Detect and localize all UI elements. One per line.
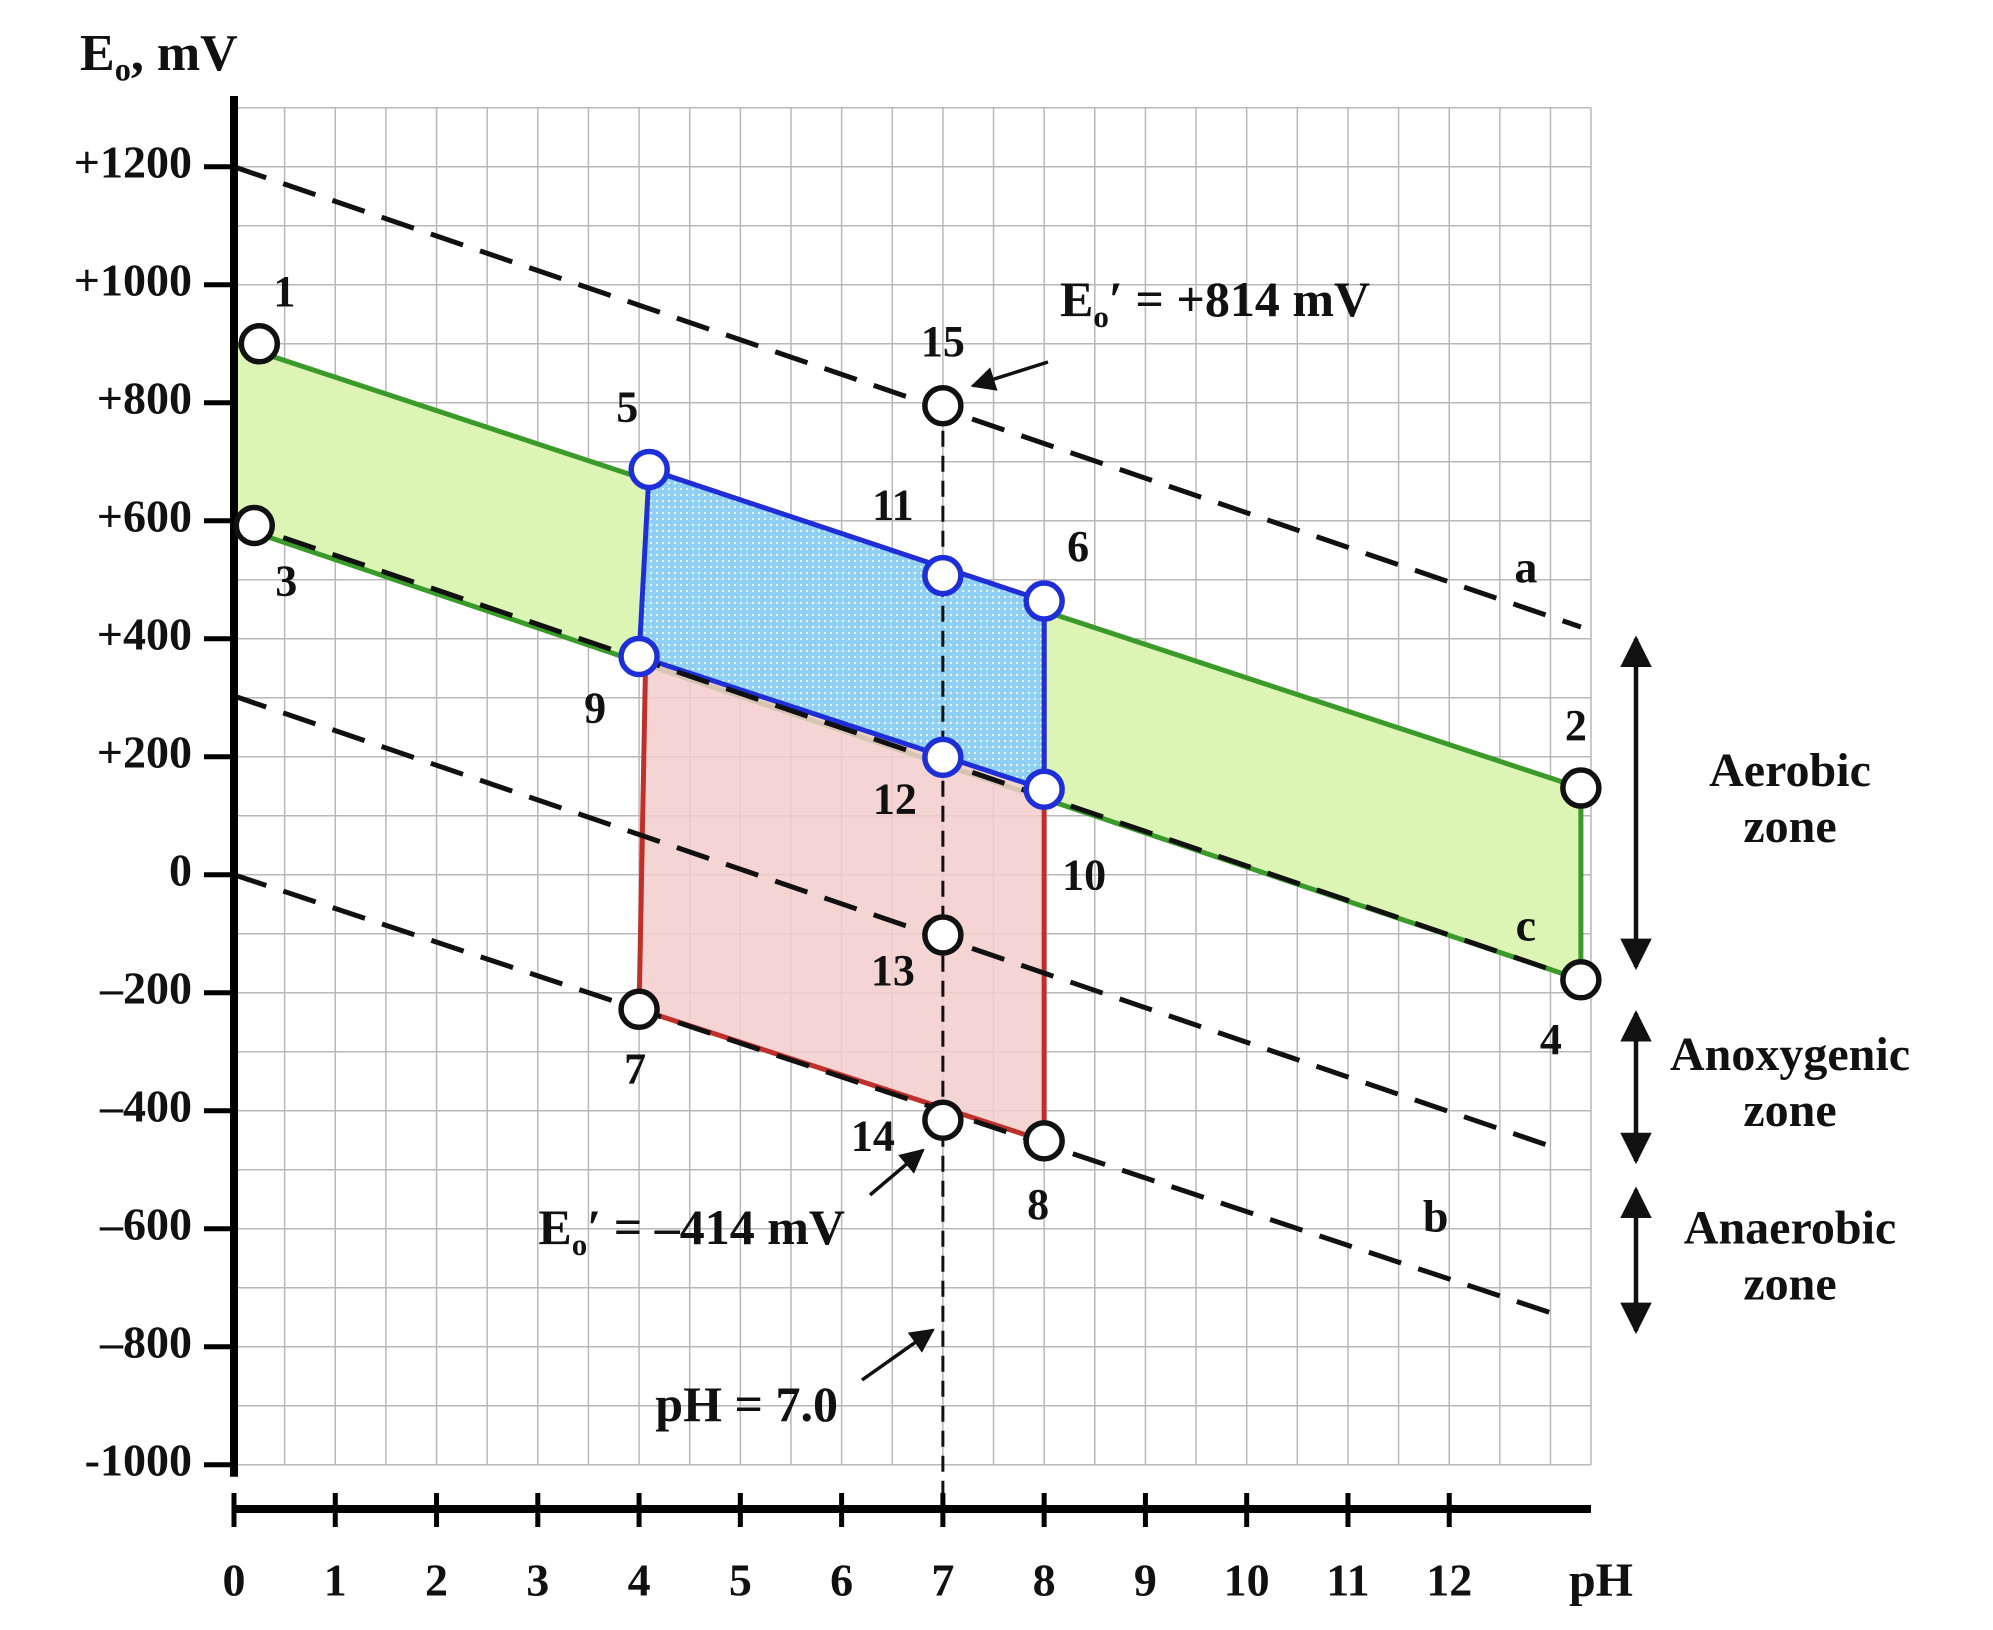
- zone-label: Anoxygenic: [1670, 1028, 1910, 1081]
- x-axis-title: pH: [1569, 1554, 1633, 1607]
- dashed-line: [233, 164, 1582, 630]
- line-label: a: [1514, 542, 1537, 593]
- line-label: b: [1423, 1191, 1449, 1242]
- annotation-arrow: [868, 1148, 925, 1197]
- x-tick-label: 1: [324, 1555, 347, 1606]
- zone-label: zone: [1743, 1084, 1836, 1137]
- point-label: 7: [624, 1044, 646, 1093]
- label-text: Eo′ = +814 mV: [1060, 271, 1370, 334]
- point: [233, 504, 276, 547]
- x-tick-label: 6: [830, 1555, 853, 1606]
- text-part: E: [1060, 271, 1093, 327]
- x-tick-label: 9: [1134, 1555, 1157, 1606]
- x-tick-label: 12: [1426, 1555, 1472, 1606]
- zone-label: zone: [1743, 1257, 1836, 1310]
- y-tick-label: +400: [97, 608, 192, 659]
- point: [1023, 1120, 1065, 1162]
- zone-label: Aerobic: [1709, 744, 1871, 797]
- y-tick-label: +200: [97, 726, 192, 777]
- point-label: 10: [1062, 850, 1106, 899]
- point-label: 13: [871, 946, 915, 995]
- y-tick-label: +600: [97, 490, 192, 541]
- y-tick-label: +800: [97, 372, 192, 423]
- text-subscript: o: [115, 52, 131, 88]
- zone-label: Anaerobic: [1684, 1201, 1896, 1254]
- point: [618, 635, 660, 678]
- x-tick-label: 0: [223, 1555, 246, 1606]
- point-label: 8: [1027, 1180, 1049, 1229]
- point-label: 14: [851, 1111, 895, 1160]
- y-tick-label: +1200: [74, 136, 192, 187]
- text-part: ′ = +814 mV: [1109, 271, 1370, 327]
- text-part: , mV: [131, 25, 238, 82]
- point-label: 4: [1540, 1015, 1562, 1064]
- label-text: Eo, mV: [80, 25, 238, 88]
- y-tick-label: –600: [99, 1198, 192, 1249]
- text-subscript: o: [1093, 299, 1109, 334]
- y-tick-label: –400: [99, 1080, 192, 1131]
- y-tick-label: –200: [99, 962, 192, 1013]
- point-label: 2: [1565, 701, 1587, 750]
- zone-label: zone: [1743, 800, 1836, 853]
- x-tick-label: 7: [931, 1555, 954, 1606]
- text-subscript: o: [572, 1227, 588, 1262]
- label-text: Eo′ = –414 mV: [538, 1199, 845, 1262]
- x-tick-label: 11: [1326, 1555, 1369, 1606]
- text-part: pH = 7.0: [655, 1376, 838, 1432]
- point-label: 3: [275, 557, 297, 606]
- point: [922, 736, 964, 779]
- x-tick-label: 8: [1033, 1555, 1056, 1606]
- point: [1023, 768, 1065, 810]
- point: [922, 384, 964, 427]
- point: [1560, 767, 1602, 809]
- annotation-arrow: [970, 360, 1049, 391]
- text-part: ′ = –414 mV: [587, 1199, 845, 1255]
- x-tick-label: 5: [729, 1555, 752, 1606]
- point-label: 5: [616, 383, 638, 432]
- point-label: 9: [584, 684, 606, 733]
- point-label: 15: [921, 317, 965, 366]
- point-label: 11: [872, 481, 914, 530]
- annotation-arrow: [860, 1328, 935, 1382]
- x-tick-label: 2: [425, 1555, 448, 1606]
- x-tick-label: 4: [628, 1555, 651, 1606]
- point: [1560, 959, 1602, 1001]
- text-part: E: [80, 25, 115, 82]
- point: [238, 323, 281, 365]
- y-tick-label: 0: [169, 844, 192, 895]
- point: [922, 554, 964, 597]
- y-tick-label: –800: [99, 1316, 192, 1367]
- y-tick-label: +1000: [74, 254, 192, 305]
- point: [1023, 580, 1065, 622]
- text-part: E: [538, 1199, 571, 1255]
- point-label: 12: [873, 774, 917, 823]
- point: [922, 914, 964, 956]
- point: [618, 988, 660, 1031]
- dashed-line: [233, 872, 1562, 1319]
- point: [628, 448, 670, 491]
- point-label: 6: [1067, 522, 1089, 571]
- dashed-line: [233, 518, 1582, 983]
- point: [922, 1099, 964, 1141]
- line-label: c: [1516, 899, 1536, 950]
- dashed-line: [233, 693, 1562, 1153]
- label-text: pH = 7.0: [655, 1376, 838, 1432]
- point-label: 1: [273, 267, 295, 316]
- x-tick-label: 10: [1224, 1555, 1270, 1606]
- x-tick-label: 3: [526, 1555, 549, 1606]
- y-tick-label: -1000: [85, 1434, 192, 1485]
